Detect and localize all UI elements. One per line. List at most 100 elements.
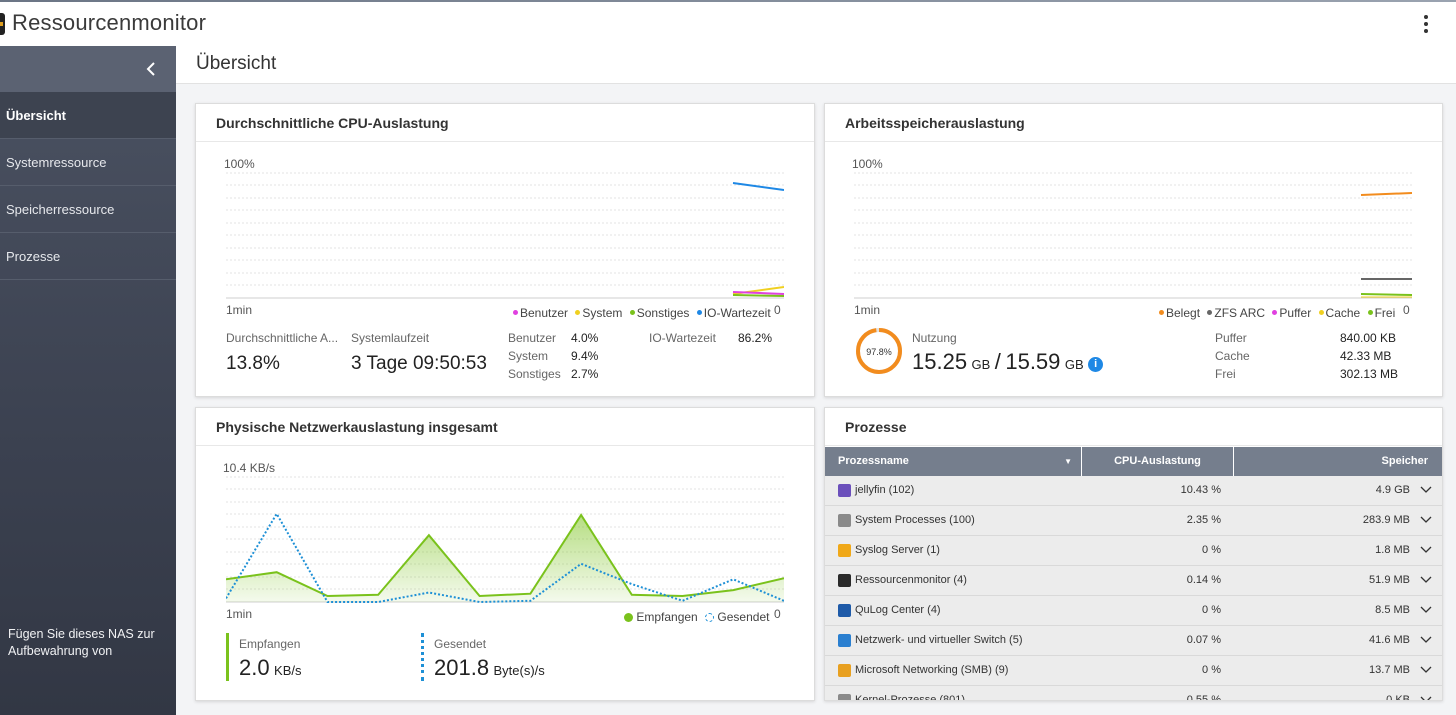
cpu-system-value: 9.4% xyxy=(571,349,599,363)
cpu-legend-io: IO-Wartezeit xyxy=(703,306,771,320)
table-row[interactable]: Netzwerk- und virtueller Switch (5) 0.07 … xyxy=(825,626,1442,656)
legend-dot-icon xyxy=(1159,310,1164,316)
sort-desc-icon: ▼ xyxy=(1064,457,1072,466)
received-indicator-bar xyxy=(226,633,229,681)
chevron-down-icon[interactable] xyxy=(1420,513,1432,527)
network-legend-sent: Gesendet xyxy=(717,610,770,624)
column-header-memory[interactable]: Speicher xyxy=(1234,447,1442,476)
cpu-io-value: 86.2% xyxy=(738,331,773,345)
memory-used-value: 15.25 xyxy=(912,349,968,374)
memory-legend-zfs: ZFS ARC xyxy=(1214,306,1266,320)
process-memory: 283.9 MB xyxy=(1362,514,1410,526)
column-header-cpu[interactable]: CPU-Auslastung xyxy=(1082,447,1233,476)
process-memory: 4.9 GB xyxy=(1375,484,1410,496)
memory-gauge-arc xyxy=(856,328,902,374)
table-row[interactable]: Microsoft Networking (SMB) (9) 0 % 13.7 MB xyxy=(825,656,1442,686)
memory-x-label: 1min xyxy=(854,303,881,317)
network-legend: Empfangen Gesendet xyxy=(624,610,769,624)
sidebar-collapse-button[interactable] xyxy=(0,46,176,92)
chevron-down-icon[interactable] xyxy=(1420,663,1432,677)
chevron-down-icon[interactable] xyxy=(1420,483,1432,497)
content-area: Durchschnittliche CPU-Auslastung 100% 1m… xyxy=(176,84,1456,715)
network-sent-label: Gesendet xyxy=(434,637,487,651)
memory-cache-value: 42.33 MB xyxy=(1340,349,1392,363)
memory-used-unit: GB xyxy=(971,357,991,372)
sent-indicator-bar xyxy=(421,633,424,681)
cpu-legend-other: Sonstiges xyxy=(636,306,690,320)
memory-chart xyxy=(854,172,1412,299)
process-cpu: 0 % xyxy=(1202,604,1221,616)
syslog-server-icon xyxy=(838,544,851,557)
main-header: Übersicht xyxy=(176,46,1456,84)
smb-icon xyxy=(838,664,851,677)
chevron-down-icon[interactable] xyxy=(1420,573,1432,587)
network-card-title: Physische Netzwerkauslastung insgesamt xyxy=(196,408,814,446)
sidebar-item-system-resource[interactable]: Systemressource xyxy=(0,139,176,186)
process-memory: 41.6 MB xyxy=(1369,634,1410,646)
legend-dot-icon xyxy=(1318,310,1324,316)
table-row[interactable]: Ressourcenmonitor (4) 0.14 % 51.9 MB xyxy=(825,566,1442,596)
process-name: Microsoft Networking (SMB) (9) xyxy=(855,664,1009,676)
chevron-down-icon[interactable] xyxy=(1420,603,1432,617)
sidebar-item-storage-resource[interactable]: Speicherressource xyxy=(0,186,176,233)
memory-free-line xyxy=(1360,293,1412,296)
page-title: Übersicht xyxy=(196,53,277,74)
cpu-legend-system: System xyxy=(582,306,623,320)
app-logo-icon xyxy=(0,13,5,35)
sidebar: Übersicht Systemressource Speicherressou… xyxy=(0,46,176,715)
network-received-line xyxy=(226,513,784,598)
sidebar-item-overview[interactable]: Übersicht xyxy=(0,92,176,139)
chevron-down-icon[interactable] xyxy=(1420,693,1432,701)
memory-card: Arbeitsspeicherauslastung 100% 1min 0 Be… xyxy=(824,103,1443,397)
cpu-user-line xyxy=(732,291,784,295)
process-cpu: 10.43 % xyxy=(1180,484,1221,496)
system-processes-icon xyxy=(838,514,851,527)
network-x-label: 1min xyxy=(226,607,253,621)
memory-y-max-label: 100% xyxy=(852,157,883,171)
process-name: QuLog Center (4) xyxy=(855,604,941,616)
table-row[interactable]: Syslog Server (1) 0 % 1.8 MB xyxy=(825,536,1442,566)
sidebar-item-processes[interactable]: Prozesse xyxy=(0,233,176,280)
chevron-down-icon[interactable] xyxy=(1420,543,1432,557)
network-received-area xyxy=(226,515,784,602)
memory-cache-label: Cache xyxy=(1215,349,1250,363)
table-row[interactable]: System Processes (100) 2.35 % 283.9 MB xyxy=(825,506,1442,536)
memory-total-unit: GB xyxy=(1064,357,1084,372)
sidebar-footer-text: Fügen Sie dieses NAS zur Aufbewahrung vo… xyxy=(8,627,155,658)
table-row[interactable]: jellyfin (102) 10.43 % 4.9 GB xyxy=(825,476,1442,506)
more-options-icon[interactable] xyxy=(1418,12,1434,36)
info-icon[interactable]: i xyxy=(1088,357,1104,372)
table-row[interactable]: QuLog Center (4) 0 % 8.5 MB xyxy=(825,596,1442,626)
network-sent-value: 201.8 Byte(s)/s xyxy=(434,655,545,681)
column-header-process-name[interactable]: Prozessname ▼ xyxy=(825,447,1081,476)
memory-free-label: Frei xyxy=(1215,367,1236,381)
window-top-border xyxy=(0,0,1456,2)
network-received-label: Empfangen xyxy=(239,637,301,651)
network-gridlines xyxy=(226,476,784,590)
chevron-down-icon[interactable] xyxy=(1420,633,1432,647)
processes-card-title: Prozesse xyxy=(825,408,1442,446)
legend-dot-icon xyxy=(629,310,635,316)
cpu-chart xyxy=(226,172,784,299)
process-memory: 0 KB xyxy=(1386,694,1410,701)
network-received-number: 2.0 xyxy=(239,655,270,680)
memory-gridlines xyxy=(854,172,1412,286)
network-y-max-label: 10.4 KB/s xyxy=(223,461,276,475)
memory-legend: Belegt ZFS ARC Puffer Cache Frei xyxy=(1155,306,1395,320)
process-name: Kernel-Prozesse (801) xyxy=(855,694,966,701)
cpu-uptime-value: 3 Tage 09:50:53 xyxy=(351,353,487,374)
cpu-avg-label: Durchschnittliche A... xyxy=(226,331,339,345)
chevron-left-icon xyxy=(146,62,155,76)
cpu-other-value: 2.7% xyxy=(571,367,599,381)
ressourcenmonitor-icon xyxy=(838,574,851,587)
network-sent-line xyxy=(226,511,784,604)
network-switch-icon xyxy=(838,634,851,647)
table-row[interactable]: Kernel-Prozesse (801) 0.55 % 0 KB xyxy=(825,686,1442,701)
memory-buffer-label: Puffer xyxy=(1215,331,1247,345)
process-cpu: 0.55 % xyxy=(1186,694,1221,701)
process-name: Ressourcenmonitor (4) xyxy=(855,574,967,586)
legend-dot-icon xyxy=(1272,310,1278,316)
cpu-zero-label: 0 xyxy=(774,303,781,317)
process-memory: 13.7 MB xyxy=(1369,664,1410,676)
process-name: System Processes (100) xyxy=(855,514,975,526)
